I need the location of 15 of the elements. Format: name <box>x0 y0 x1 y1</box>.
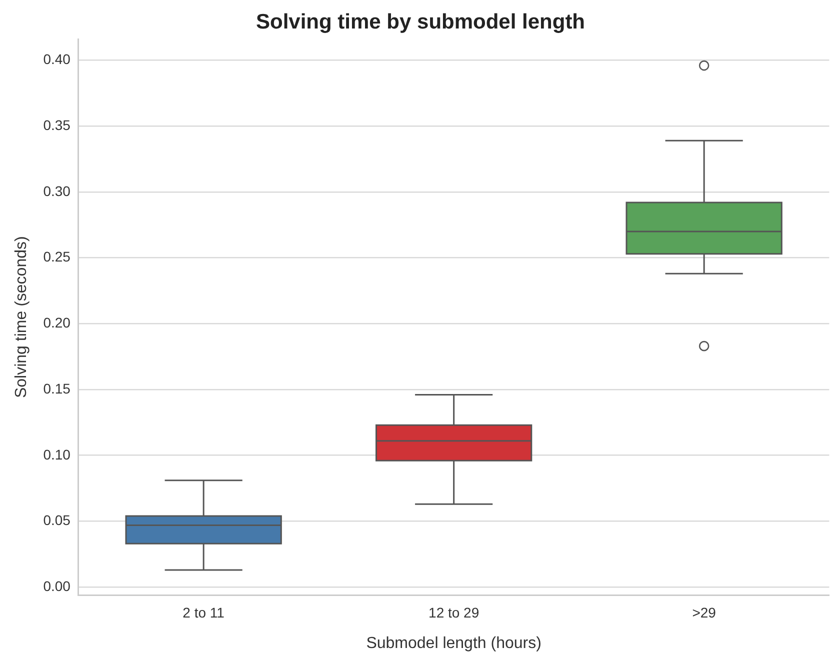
y-tick-label: 0.30 <box>43 182 71 199</box>
x-tick-label: 12 to 29 <box>428 604 480 620</box>
y-tick-label: 0.15 <box>43 380 71 396</box>
y-tick-label: 0.05 <box>43 512 71 528</box>
y-axis-title: Solving time (seconds) <box>13 236 30 398</box>
y-tick-label: 0.00 <box>43 578 71 594</box>
x-tick-label: >29 <box>692 604 716 620</box>
chart-title: Solving time by submodel length <box>256 10 586 34</box>
x-tick-label: 2 to 11 <box>182 604 225 620</box>
y-tick-label: 0.35 <box>43 116 71 133</box>
x-axis-title: Submodel length (hours) <box>366 634 542 652</box>
y-tick-label: 0.40 <box>43 51 71 68</box>
y-tick-label: 0.10 <box>43 446 71 462</box>
y-tick-label: 0.20 <box>43 314 71 331</box>
y-tick-label: 0.25 <box>43 248 71 265</box>
